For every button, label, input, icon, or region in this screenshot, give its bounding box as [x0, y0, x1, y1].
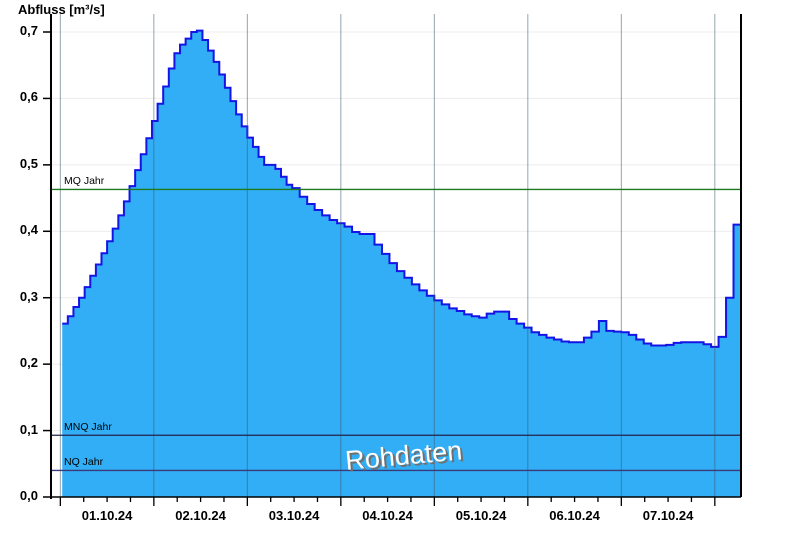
page-title: Abfluss [m³/s]	[18, 2, 105, 17]
reference-label-mnq: MNQ Jahr	[64, 421, 112, 434]
series-group	[62, 29, 741, 497]
x-axis-tick-label: 03.10.24	[268, 508, 320, 523]
y-axis-tick-label: 0,6	[19, 89, 38, 105]
x-axis-tick-label: 01.10.24	[81, 508, 133, 523]
series-area-abfluss	[62, 30, 741, 497]
y-axis-tick-label: 0,5	[19, 155, 38, 171]
x-axis-tick-label: 06.10.24	[549, 508, 600, 523]
reference-label-nq: NQ Jahr	[64, 456, 104, 469]
y-axis-tick-label: 0,3	[19, 288, 38, 304]
x-axis-tick-label: 04.10.24	[362, 508, 413, 523]
y-axis-tick-label: 0,0	[19, 488, 38, 503]
reference-label-mq: MQ Jahr	[64, 175, 105, 188]
y-axis-tick-label: 0,4	[19, 222, 38, 238]
x-axis-tick-label: 05.10.24	[455, 508, 507, 523]
y-axis-tick-label: 0,7	[19, 23, 38, 38]
x-axis-tick-label: 02.10.24	[175, 508, 226, 523]
x-axis-tick-label: 07.10.24	[642, 508, 694, 523]
y-axis-tick-label: 0,1	[19, 421, 38, 437]
y-axis-tick-label: 0,2	[19, 355, 38, 371]
